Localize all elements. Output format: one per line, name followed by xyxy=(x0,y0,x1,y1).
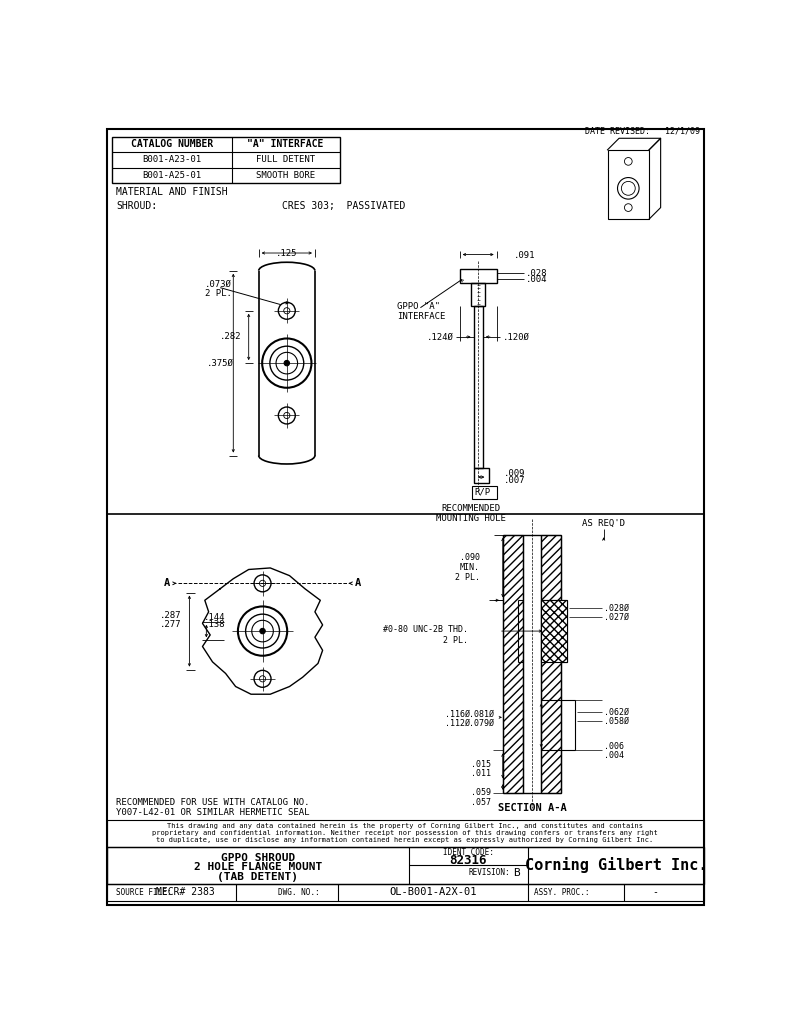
Text: 2 PL.: 2 PL. xyxy=(205,290,232,298)
Text: .058Ø: .058Ø xyxy=(604,717,629,726)
Text: .081Ø: .081Ø xyxy=(468,710,494,719)
Text: #0-80 UNC-2B THD.
2 PL.: #0-80 UNC-2B THD. 2 PL. xyxy=(383,626,468,645)
Text: .073Ø: .073Ø xyxy=(205,281,232,289)
Bar xyxy=(471,283,485,306)
Text: .007: .007 xyxy=(505,476,526,484)
Bar xyxy=(107,820,704,847)
Text: .125: .125 xyxy=(276,249,297,257)
Text: MATERIAL AND FINISH: MATERIAL AND FINISH xyxy=(116,187,228,198)
Text: .282: .282 xyxy=(220,333,242,341)
Text: .011: .011 xyxy=(471,769,491,778)
Bar xyxy=(472,486,497,499)
Text: 82316: 82316 xyxy=(449,854,487,867)
Circle shape xyxy=(260,629,265,634)
Text: This drawing and any data contained herein is the property of Corning Gilbert In: This drawing and any data contained here… xyxy=(152,823,658,843)
Text: Y007-L42-01 OR SIMILAR HERMETIC SEAL: Y007-L42-01 OR SIMILAR HERMETIC SEAL xyxy=(116,808,310,816)
Text: A: A xyxy=(355,579,361,589)
Text: .059: .059 xyxy=(471,788,491,798)
Text: 2 HOLE FLANGE MOUNT: 2 HOLE FLANGE MOUNT xyxy=(194,862,322,872)
Text: OL-B001-A2X-01: OL-B001-A2X-01 xyxy=(390,887,477,897)
Text: ASSY. PROC.:: ASSY. PROC.: xyxy=(535,888,590,897)
Bar xyxy=(607,150,649,219)
Text: B001-A25-01: B001-A25-01 xyxy=(142,171,201,180)
Text: .112Ø: .112Ø xyxy=(445,719,471,728)
Text: .116Ø: .116Ø xyxy=(445,710,471,719)
Text: IDENT CODE:: IDENT CODE: xyxy=(443,848,494,856)
Text: RECOMMENDED FOR USE WITH CATALOG NO.: RECOMMENDED FOR USE WITH CATALOG NO. xyxy=(116,799,310,807)
Text: .120Ø: .120Ø xyxy=(503,333,530,341)
Text: MECR# 2383: MECR# 2383 xyxy=(156,887,215,897)
Text: .028: .028 xyxy=(526,268,547,278)
Text: REVISION:: REVISION: xyxy=(468,868,509,878)
Text: A: A xyxy=(164,579,170,589)
Text: RECOMMENDED
MOUNTING HOLE: RECOMMENDED MOUNTING HOLE xyxy=(436,504,505,523)
Bar xyxy=(474,468,489,483)
Text: .057: .057 xyxy=(471,798,491,807)
Bar xyxy=(541,600,567,662)
Bar xyxy=(503,535,523,793)
Bar xyxy=(107,847,704,884)
Bar xyxy=(107,884,704,900)
Text: AS REQ'D: AS REQ'D xyxy=(582,519,625,527)
Text: .287: .287 xyxy=(161,611,182,621)
Bar xyxy=(112,137,339,183)
Text: .009: .009 xyxy=(505,469,526,478)
Text: SMOOTH BORE: SMOOTH BORE xyxy=(256,171,316,180)
Text: .004: .004 xyxy=(526,274,547,284)
Text: .375Ø: .375Ø xyxy=(206,358,233,368)
Text: .006: .006 xyxy=(604,742,623,751)
Text: CATALOG NUMBER: CATALOG NUMBER xyxy=(131,139,213,150)
Text: .028Ø: .028Ø xyxy=(604,603,629,612)
Text: Corning Gilbert Inc.: Corning Gilbert Inc. xyxy=(524,857,707,873)
Text: FULL DETENT: FULL DETENT xyxy=(256,156,316,164)
Text: .062Ø: .062Ø xyxy=(604,708,629,717)
Text: (TAB DETENT): (TAB DETENT) xyxy=(218,871,298,882)
Text: .124Ø: .124Ø xyxy=(426,333,453,341)
Text: .138: .138 xyxy=(204,621,225,630)
Text: B: B xyxy=(513,868,520,878)
Text: .144: .144 xyxy=(204,612,225,622)
Text: .004: .004 xyxy=(604,752,623,760)
Text: DWG. NO.:: DWG. NO.: xyxy=(278,888,320,897)
Text: SHROUD:: SHROUD: xyxy=(116,201,157,211)
Text: GPPO "A"
INTERFACE: GPPO "A" INTERFACE xyxy=(397,302,445,322)
Text: R/P: R/P xyxy=(475,488,491,497)
Text: .091: .091 xyxy=(513,251,535,260)
Text: SECTION A-A: SECTION A-A xyxy=(498,803,566,813)
Text: .027Ø: .027Ø xyxy=(604,612,629,622)
Text: .090
MIN.
2 PL.: .090 MIN. 2 PL. xyxy=(455,553,479,583)
Bar xyxy=(541,535,562,793)
Text: .277: .277 xyxy=(161,621,182,630)
Bar xyxy=(474,306,483,468)
Text: GPPO SHROUD: GPPO SHROUD xyxy=(221,853,295,863)
Text: "A" INTERFACE: "A" INTERFACE xyxy=(248,139,324,150)
Text: CRES 303;  PASSIVATED: CRES 303; PASSIVATED xyxy=(282,201,405,211)
Bar xyxy=(460,269,497,283)
Text: .015: .015 xyxy=(471,760,491,769)
Text: DATE REVISED:   12/1/09: DATE REVISED: 12/1/09 xyxy=(585,127,700,136)
Text: B001-A23-01: B001-A23-01 xyxy=(142,156,201,164)
Text: SOURCE FILE:: SOURCE FILE: xyxy=(116,888,172,897)
Circle shape xyxy=(284,360,290,366)
Text: -: - xyxy=(653,887,658,897)
Text: .079Ø: .079Ø xyxy=(468,719,494,728)
